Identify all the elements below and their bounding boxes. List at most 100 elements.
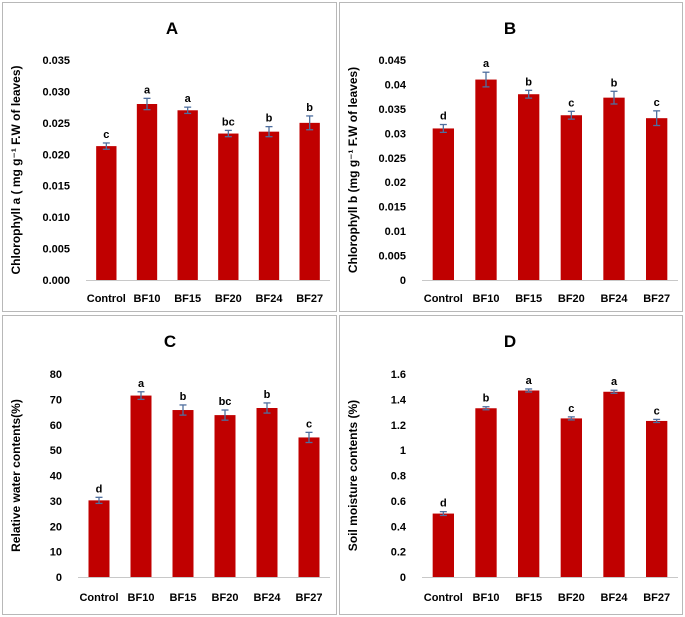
y-axis-label: Relative water contents(%)	[9, 399, 23, 552]
y-axis-label: Chlorophyll a ( mg g⁻¹ F.W of leaves)	[9, 65, 23, 274]
x-tick-label: BF24	[254, 592, 282, 604]
y-tick-label: 1.6	[391, 369, 406, 381]
error-bar	[525, 89, 533, 99]
y-tick-label: 10	[50, 547, 62, 559]
bar-bf10	[130, 395, 152, 577]
significance-letter: b	[611, 77, 618, 89]
significance-letter: b	[266, 113, 273, 125]
significance-letter: a	[611, 376, 618, 388]
error-bar	[221, 409, 229, 421]
y-tick-label: 70	[50, 394, 62, 406]
panel-chart-b	[339, 2, 683, 312]
x-tick-label: BF20	[558, 293, 585, 305]
y-tick-label: 0.000	[42, 275, 70, 287]
bar-bf27	[646, 118, 668, 280]
bar-control	[96, 146, 117, 280]
error-bar	[224, 129, 232, 138]
y-tick-label: 30	[50, 496, 62, 508]
x-tick-label: BF10	[128, 592, 155, 604]
error-bar	[482, 71, 490, 88]
bar-bf15	[518, 390, 540, 577]
error-bar	[306, 115, 314, 131]
x-tick-label: BF10	[134, 293, 161, 305]
y-tick-label: 0.025	[378, 153, 406, 165]
significance-letter: a	[483, 58, 490, 70]
chart-title: C	[164, 332, 176, 351]
bar-bf20	[214, 415, 236, 577]
error-bar	[525, 388, 533, 393]
chart-b: B Chlorophyll b (mg g⁻¹ F.W of leaves) 0 0.…	[346, 19, 678, 305]
significance-letter: a	[138, 378, 145, 390]
y-tick-label: 0.030	[42, 86, 70, 98]
x-tick-label: BF24	[256, 293, 284, 305]
x-tick-label: Control	[87, 293, 126, 305]
significance-letter: b	[306, 102, 313, 114]
x-tick-label: BF27	[296, 293, 323, 305]
y-tick-label: 0.025	[42, 118, 70, 130]
y-tick-label: 0	[400, 275, 406, 287]
chart-title: D	[504, 332, 516, 351]
significance-letter: b	[180, 391, 187, 403]
y-tick-label: 0.04	[385, 79, 407, 91]
y-tick-label: 0.8	[391, 471, 406, 483]
x-tick-label: BF15	[515, 592, 542, 604]
x-tick-label: BF10	[473, 293, 500, 305]
y-tick-label: 0.005	[42, 244, 70, 256]
panel-chart-c	[2, 315, 337, 615]
bar-bf15	[177, 110, 198, 281]
y-tick-label: 0.035	[378, 104, 406, 116]
y-tick-label: 50	[50, 445, 62, 457]
significance-letter: b	[525, 76, 532, 88]
x-tick-label: BF15	[174, 293, 201, 305]
y-tick-label: 0	[56, 572, 62, 584]
x-tick-label: BF24	[601, 592, 629, 604]
x-tick-label: BF20	[558, 592, 585, 604]
error-bar	[567, 416, 575, 421]
bar-bf20	[560, 115, 582, 280]
significance-letter: b	[264, 389, 271, 401]
y-tick-label: 0.2	[391, 547, 406, 559]
chart-title: A	[166, 19, 178, 38]
bar-bf27	[646, 420, 668, 577]
significance-letter: c	[654, 97, 660, 109]
error-bar	[439, 123, 447, 134]
y-tick-label: 1.2	[391, 420, 406, 432]
error-bar	[179, 404, 187, 416]
significance-letter: bc	[222, 116, 235, 128]
y-tick-label: 0.03	[385, 128, 406, 140]
error-bar	[95, 496, 103, 505]
chart-a: A Chlorophyll a ( mg g⁻¹ F.W of leaves) 0.…	[9, 19, 330, 305]
bar-bf10	[475, 79, 497, 280]
error-bar	[439, 511, 447, 517]
x-tick-label: BF15	[515, 293, 542, 305]
y-tick-label: 60	[50, 420, 62, 432]
y-tick-label: 0.02	[385, 177, 406, 189]
panel-chart-d	[339, 315, 683, 615]
bar-bf10	[136, 104, 158, 280]
y-axis-label: Chlorophyll b (mg g⁻¹ F.W of leaves)	[346, 67, 360, 273]
error-bar	[482, 406, 490, 411]
x-tick-label: BF15	[170, 592, 197, 604]
x-tick-label: BF27	[643, 592, 670, 604]
error-bar	[102, 142, 110, 150]
x-tick-label: Control	[79, 592, 118, 604]
y-tick-label: 0.4	[391, 521, 407, 533]
significance-letter: a	[144, 84, 151, 96]
chart-title: B	[504, 19, 516, 38]
y-tick-label: 0.6	[391, 496, 406, 508]
y-tick-label: 1.4	[391, 394, 407, 406]
error-bar	[653, 418, 661, 424]
x-tick-label: BF20	[215, 293, 242, 305]
significance-letter: c	[568, 403, 574, 415]
significance-letter: bc	[219, 396, 232, 408]
x-tick-label: Control	[424, 293, 463, 305]
error-bar	[610, 90, 618, 105]
error-bar	[567, 110, 575, 120]
bar-bf24	[603, 391, 625, 577]
significance-letter: d	[96, 483, 103, 495]
error-bar	[137, 391, 145, 401]
significance-letter: c	[103, 129, 109, 141]
y-tick-label: 20	[50, 521, 62, 533]
bar-control	[88, 500, 110, 577]
x-tick-label: Control	[424, 592, 463, 604]
